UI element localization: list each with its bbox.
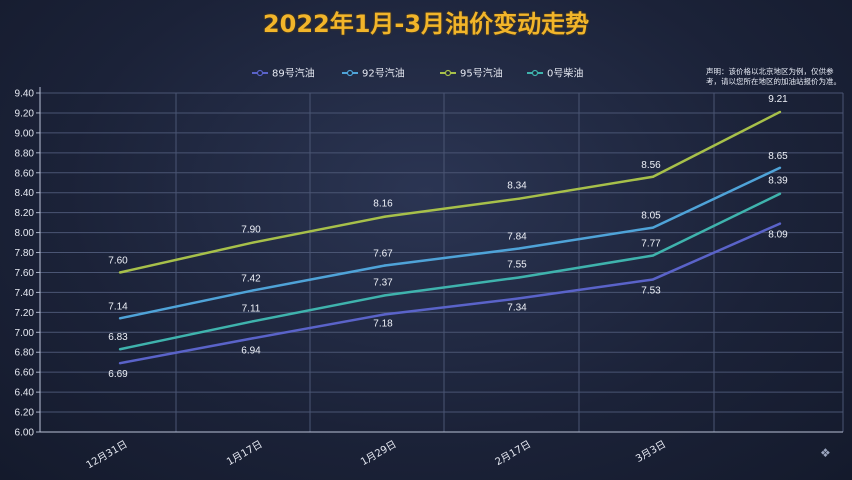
data-point bbox=[118, 271, 122, 274]
data-label: 7.42 bbox=[241, 273, 261, 284]
y-tick-label: 7.80 bbox=[15, 248, 35, 259]
y-tick-label: 7.40 bbox=[15, 288, 35, 299]
data-label: 7.90 bbox=[241, 225, 261, 236]
legend-entry[interactable]: 92号汽油 bbox=[362, 67, 405, 80]
y-tick-label: 9.00 bbox=[15, 128, 35, 139]
data-label: 8.65 bbox=[768, 151, 788, 162]
series-layer bbox=[118, 110, 782, 365]
data-point bbox=[778, 192, 782, 195]
grid-layer bbox=[39, 92, 844, 433]
y-tick-label: 7.00 bbox=[15, 328, 35, 339]
data-point bbox=[651, 278, 655, 281]
data-label: 7.37 bbox=[373, 277, 393, 288]
series-line bbox=[119, 166, 781, 320]
legend-marker[interactable] bbox=[531, 69, 539, 77]
series-line bbox=[119, 192, 781, 351]
data-point bbox=[517, 197, 521, 200]
data-point bbox=[251, 337, 255, 340]
y-tick-label: 6.20 bbox=[15, 408, 35, 419]
data-point bbox=[251, 320, 255, 323]
data-label: 8.39 bbox=[768, 176, 788, 187]
data-label: 6.69 bbox=[108, 369, 128, 380]
data-label: 7.60 bbox=[108, 255, 128, 266]
legend-marker[interactable] bbox=[256, 69, 264, 77]
data-point bbox=[517, 297, 521, 300]
data-point bbox=[383, 313, 387, 316]
y-tick-label: 6.40 bbox=[15, 388, 35, 399]
data-label: 7.77 bbox=[641, 239, 661, 250]
y-tick-label: 9.20 bbox=[15, 108, 35, 119]
y-tick-label: 6.60 bbox=[15, 368, 35, 379]
data-label: 7.67 bbox=[373, 248, 393, 259]
data-point bbox=[651, 175, 655, 178]
y-tick-label: 8.60 bbox=[15, 168, 35, 179]
legend-entry[interactable]: 89号汽油 bbox=[272, 67, 315, 80]
data-point bbox=[778, 110, 782, 114]
x-tick-label: 12月31日 bbox=[84, 438, 129, 471]
data-label: 8.16 bbox=[373, 199, 393, 210]
data-label: 8.56 bbox=[641, 160, 661, 171]
data-label: 8.34 bbox=[507, 181, 527, 192]
data-point bbox=[383, 264, 387, 267]
disclaimer-note: 声明：该价格以北京地区为例，仅供参考，请以您所在地区的加油站报价为准。 bbox=[706, 67, 841, 86]
x-tick-label: 2月17日 bbox=[493, 438, 533, 468]
x-tick-label: 3月3日 bbox=[634, 438, 668, 465]
y-tick-label: 7.60 bbox=[15, 268, 35, 279]
data-label-layer: 6.69 6.94 7.18 7.34 7.53 8.09 7.14 7.42 7.67 7.84… bbox=[108, 94, 788, 380]
axis-layer: 6.00 6.20 6.40 6.60 6.80 7.00 7.20 7.40 7.60 7.80… bbox=[15, 87, 843, 471]
legend-marker[interactable] bbox=[444, 69, 452, 77]
data-label: 8.09 bbox=[768, 230, 788, 241]
data-point bbox=[517, 247, 521, 250]
expand-icon[interactable]: ❖ bbox=[820, 446, 831, 460]
y-tick-label: 9.40 bbox=[15, 89, 35, 100]
data-label: 7.34 bbox=[507, 302, 527, 313]
data-label: 7.53 bbox=[641, 285, 661, 296]
data-point bbox=[778, 222, 782, 225]
series-line bbox=[119, 222, 781, 365]
data-point bbox=[118, 348, 122, 351]
data-point bbox=[118, 362, 122, 365]
data-label: 6.83 bbox=[108, 332, 128, 343]
data-point bbox=[778, 166, 782, 169]
data-point bbox=[251, 241, 255, 244]
data-label: 9.21 bbox=[768, 94, 788, 105]
data-label: 7.84 bbox=[507, 232, 527, 243]
y-tick-label: 8.40 bbox=[15, 188, 35, 199]
legend[interactable]: 89号汽油 92号汽油 95号汽油 0号柴油 bbox=[252, 67, 583, 80]
data-point bbox=[383, 215, 387, 218]
series-line bbox=[119, 110, 781, 274]
y-tick-label: 6.80 bbox=[15, 348, 35, 359]
data-label: 7.18 bbox=[373, 318, 393, 329]
y-tick-label: 8.00 bbox=[15, 228, 35, 239]
legend-entry[interactable]: 0号柴油 bbox=[547, 67, 583, 80]
data-point bbox=[118, 317, 122, 320]
data-point bbox=[651, 254, 655, 257]
data-label: 7.11 bbox=[242, 303, 261, 314]
data-label: 7.55 bbox=[507, 259, 527, 270]
data-point bbox=[651, 226, 655, 229]
data-point bbox=[251, 289, 255, 292]
y-tick-label: 8.20 bbox=[15, 208, 35, 219]
data-label: 7.14 bbox=[108, 301, 128, 312]
data-label: 6.94 bbox=[241, 345, 261, 356]
y-tick-label: 8.80 bbox=[15, 148, 35, 159]
data-point bbox=[517, 276, 521, 279]
legend-marker[interactable] bbox=[346, 69, 354, 77]
chart-title: 2022年1月-3月油价变动走势 bbox=[262, 10, 590, 38]
y-tick-label: 6.00 bbox=[15, 428, 35, 439]
data-point bbox=[383, 294, 387, 297]
y-tick-label: 7.20 bbox=[15, 308, 35, 319]
x-tick-label: 1月17日 bbox=[225, 438, 265, 468]
x-tick-label: 1月29日 bbox=[359, 438, 399, 468]
data-label: 8.05 bbox=[641, 211, 661, 222]
legend-entry[interactable]: 95号汽油 bbox=[460, 67, 503, 80]
